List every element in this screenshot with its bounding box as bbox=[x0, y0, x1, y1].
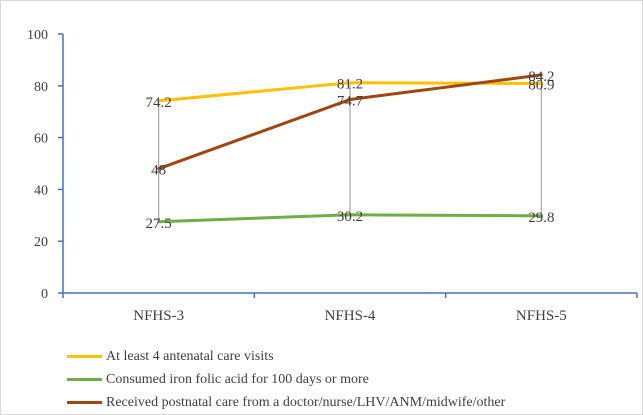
legend-item-1: At least 4 antenatal care visits bbox=[67, 345, 505, 368]
y-tick-label: 100 bbox=[27, 28, 48, 43]
legend-label: At least 4 antenatal care visits bbox=[106, 348, 274, 364]
series-lines bbox=[157, 73, 543, 224]
legend-label: Consumed iron folic acid for 100 days or… bbox=[106, 371, 369, 387]
data-label-series-3: 74.7 bbox=[337, 94, 364, 110]
legend-label: Received postnatal care from a doctor/nu… bbox=[106, 394, 506, 410]
x-tick-label-nfhs-4: NFHS-4 bbox=[325, 308, 376, 324]
legend-swatch bbox=[67, 378, 102, 381]
drop-lines bbox=[158, 74, 542, 222]
y-tick-label: 80 bbox=[34, 80, 48, 95]
legend: At least 4 antenatal care visits Consumed… bbox=[67, 345, 505, 414]
data-labels: 74.2 81.2 80.9 27.5 30.2 29.8 48 74.7 84.2 bbox=[146, 69, 555, 232]
series-line-2 bbox=[157, 213, 543, 224]
legend-item-2: Consumed iron folic acid for 100 days or… bbox=[67, 368, 505, 391]
data-label-series-1: 80.9 bbox=[528, 77, 554, 93]
x-tick-label-nfhs-3: NFHS-3 bbox=[133, 308, 184, 324]
data-label-series-3: 48 bbox=[151, 163, 166, 179]
legend-item-3: Received postnatal care from a doctor/nu… bbox=[67, 391, 505, 414]
data-label-series-1: 81.2 bbox=[337, 77, 363, 93]
data-label-series-2: 29.8 bbox=[528, 210, 554, 226]
data-label-series-2: 30.2 bbox=[337, 209, 363, 225]
data-label-series-1: 74.2 bbox=[146, 95, 172, 111]
y-tick-label: 40 bbox=[34, 183, 48, 198]
legend-swatch bbox=[67, 355, 102, 358]
series-line-3 bbox=[157, 73, 543, 171]
x-tick-label-nfhs-5: NFHS-5 bbox=[516, 308, 567, 324]
axes: 0 20 40 60 80 100 NFHS-3 NFHS-4 NFHS-5 bbox=[27, 28, 638, 324]
y-tick-label: 60 bbox=[34, 132, 48, 147]
data-label-series-3: 84.2 bbox=[528, 69, 554, 85]
y-tick-label: 20 bbox=[34, 235, 48, 250]
data-label-series-2: 27.5 bbox=[146, 216, 172, 232]
y-tick-label: 0 bbox=[41, 287, 48, 302]
legend-swatch bbox=[67, 401, 102, 404]
